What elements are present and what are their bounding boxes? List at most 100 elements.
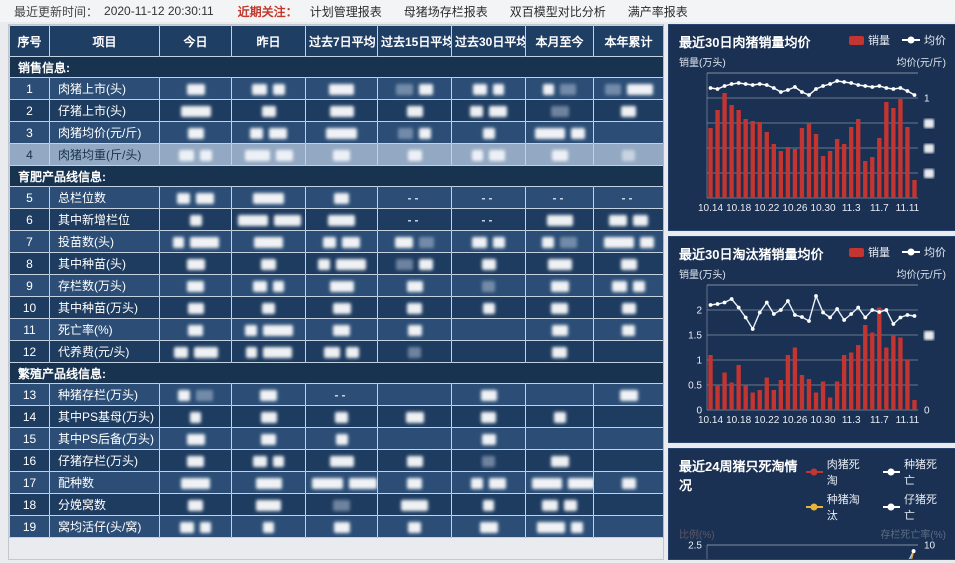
svg-text:1.5: 1.5 — [688, 331, 702, 342]
section-title: 育肥产品线信息: — [9, 165, 664, 187]
legend-item[interactable]: 均价 — [902, 244, 946, 260]
report-link-3[interactable]: 满产率报表 — [627, 4, 688, 19]
redacted-value — [633, 214, 648, 226]
table-row[interactable]: 8 其中种苗(头) — [9, 252, 664, 275]
legend-label: 肉猪死淘 — [826, 459, 860, 487]
report-table-container: 序号 项目 今日 昨日 过去7日平均 过去15日平均 过去30日平均 本月至今 本年累计 销售信… — [8, 24, 664, 560]
redacted-value — [479, 521, 498, 533]
table-row[interactable]: 17 配种数 — [9, 471, 664, 494]
row-label: 其中PS基母(万头) — [49, 405, 160, 428]
redacted-value — [245, 346, 257, 358]
data-cell — [593, 449, 664, 472]
legend-item[interactable]: 均价 — [902, 32, 946, 48]
svg-text:10.26: 10.26 — [782, 203, 807, 214]
data-cell — [525, 99, 594, 122]
data-cell — [377, 230, 452, 253]
redacted-value — [186, 83, 205, 95]
data-cell — [231, 208, 306, 231]
table-row[interactable]: 10 其中种苗(万头) — [9, 296, 664, 319]
data-cell — [231, 252, 306, 275]
legend-item[interactable]: 仔猪死亡 — [882, 491, 946, 523]
data-cell — [231, 230, 306, 253]
legend-item[interactable]: 种猪淘汰 — [805, 491, 869, 523]
report-link-1[interactable]: 母猪场存栏报表 — [403, 4, 488, 19]
report-link-0[interactable]: 计划管理报表 — [309, 4, 382, 19]
data-cell — [305, 252, 378, 275]
redacted-value — [621, 477, 636, 489]
redacted-value — [187, 280, 204, 292]
data-cell — [525, 340, 594, 363]
table-row[interactable]: 16 仔猪存栏(万头) — [9, 449, 664, 472]
table-row[interactable]: 6 其中新增栏位 -- -- — [9, 208, 664, 231]
redacted-value — [342, 236, 360, 248]
legend-item[interactable]: 销量 — [849, 32, 890, 48]
chart-card-2: 最近24周猪只死淘情况 肉猪死淘 种猪死亡 种猪淘汰 仔猪死亡 比例(%) 存栏死亡率(%)… — [668, 448, 955, 560]
data-cell — [231, 427, 306, 450]
data-cell — [593, 340, 664, 363]
legend-line-icon — [902, 248, 920, 256]
redacted-value — [254, 236, 283, 248]
table-row[interactable]: 3 肉猪均价(元/斤) — [9, 121, 664, 144]
data-cell — [593, 274, 664, 297]
redacted-value — [244, 149, 270, 161]
redacted-value — [560, 83, 576, 95]
data-cell — [525, 493, 594, 516]
redacted-value — [335, 258, 366, 270]
table-row[interactable]: 15 其中PS后备(万头) — [9, 427, 664, 450]
redacted-value — [177, 192, 190, 204]
redacted-value — [603, 236, 634, 248]
legend-label: 均价 — [924, 247, 946, 259]
data-cell — [525, 143, 594, 166]
main-content: 序号 项目 今日 昨日 过去7日平均 过去15日平均 过去30日平均 本月至今 本年累计 销售信… — [0, 22, 955, 560]
data-cell — [377, 77, 452, 100]
section-row[interactable]: 销售信息: — [9, 56, 664, 78]
redacted-value — [419, 127, 431, 139]
redacted-value — [482, 455, 495, 467]
data-cell — [593, 77, 664, 100]
table-row[interactable]: 19 窝均活仔(头/窝) — [9, 515, 664, 538]
svg-text:11.3: 11.3 — [842, 203, 861, 214]
row-number: 6 — [9, 208, 50, 231]
data-cell — [305, 186, 378, 209]
table-row[interactable]: 7 投苗数(头) — [9, 230, 664, 253]
row-label: 投苗数(头) — [49, 230, 160, 253]
redacted-value — [473, 83, 487, 95]
redacted-value — [274, 214, 301, 226]
row-label: 总栏位数 — [49, 186, 160, 209]
redacted-value — [312, 477, 343, 489]
table-row[interactable]: 9 存栏数(万头) — [9, 274, 664, 297]
data-cell — [305, 427, 378, 450]
report-link-2[interactable]: 双百模型对比分析 — [509, 4, 606, 19]
legend-item[interactable]: 肉猪死淘 — [805, 456, 869, 488]
table-row[interactable]: 13 种猪存栏(万头) -- — [9, 383, 664, 406]
section-row[interactable]: 育肥产品线信息: — [9, 165, 664, 187]
data-cell — [377, 493, 452, 516]
data-cell — [593, 121, 664, 144]
table-row[interactable]: 4 肉猪均重(斤/头) — [9, 143, 664, 166]
section-title: 繁殖产品线信息: — [9, 362, 664, 384]
redacted-value — [200, 521, 211, 533]
data-cell — [231, 186, 306, 209]
svg-text:10: 10 — [924, 541, 936, 552]
legend-item[interactable]: 销量 — [849, 244, 890, 260]
table-row[interactable]: 18 分娩窝数 — [9, 493, 664, 516]
redacted-value — [560, 236, 577, 248]
table-row[interactable]: 1 肉猪上市(头) — [9, 77, 664, 100]
redacted-value — [179, 149, 194, 161]
data-cell — [159, 427, 232, 450]
table-row[interactable]: 12 代养费(元/头) — [9, 340, 664, 363]
redacted-value — [269, 127, 287, 139]
redacted-value — [480, 389, 497, 401]
redacted-value — [472, 149, 483, 161]
legend-item[interactable]: 种猪死亡 — [882, 456, 946, 488]
table-row[interactable]: 5 总栏位数 -- -- -- -- — [9, 186, 664, 209]
redacted-value — [609, 214, 627, 226]
redacted-value — [396, 258, 413, 270]
table-row[interactable]: 11 死亡率(%) — [9, 318, 664, 341]
table-row[interactable]: 14 其中PS基母(万头) — [9, 405, 664, 428]
table-row[interactable]: 2 仔猪上市(头) — [9, 99, 664, 122]
data-cell — [231, 318, 306, 341]
data-cell — [231, 274, 306, 297]
redacted-value — [196, 389, 213, 401]
section-row[interactable]: 繁殖产品线信息: — [9, 362, 664, 384]
